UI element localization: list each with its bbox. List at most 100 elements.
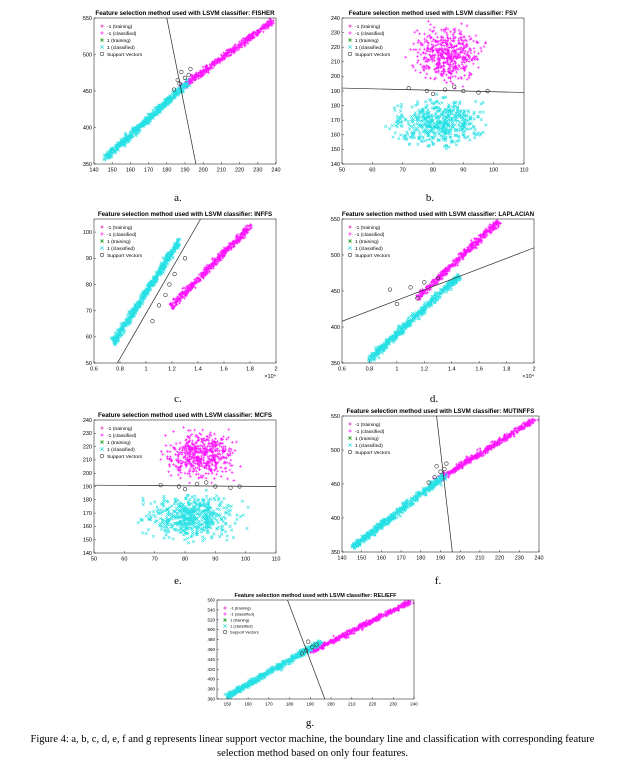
point-class-pos [436, 298, 440, 302]
point-class-neg [187, 462, 191, 466]
point-class-neg [194, 440, 198, 444]
point-class-neg [176, 295, 180, 298]
support-vector [387, 287, 393, 292]
point-class-pos [426, 131, 430, 135]
point-class-pos [166, 519, 171, 523]
point-class-neg [174, 442, 178, 446]
point-class-neg [202, 456, 206, 460]
point-class-neg [212, 456, 216, 460]
point-class-pos [148, 286, 152, 290]
point-class-pos [380, 351, 384, 355]
point-class-pos [216, 521, 220, 525]
support-vector [476, 90, 481, 95]
point-class-pos [203, 502, 208, 506]
point-class-neg [211, 66, 215, 70]
point-class-neg [187, 459, 191, 463]
point-class-pos [429, 298, 433, 303]
point-class-neg [424, 292, 428, 295]
point-class-neg [223, 56, 227, 59]
point-class-pos [165, 522, 169, 526]
point-class-neg [461, 59, 465, 63]
chart-title: Feature selection method used with LSVM … [349, 10, 518, 17]
point-class-neg [204, 471, 208, 475]
point-class-neg [192, 283, 196, 287]
point-class-neg [455, 70, 458, 74]
point-class-neg [457, 253, 461, 257]
point-class-pos [436, 125, 441, 129]
point-class-neg [444, 47, 448, 51]
point-class-pos [481, 130, 485, 134]
point-class-pos [472, 136, 477, 140]
point-class-pos [398, 115, 402, 119]
point-class-pos [370, 357, 375, 361]
point-class-pos [442, 114, 447, 118]
point-class-pos [424, 117, 428, 122]
point-class-neg [241, 236, 245, 240]
point-class-neg [245, 36, 248, 40]
point-class-neg [208, 454, 211, 458]
point-class-pos [152, 510, 156, 514]
point-class-neg [229, 447, 233, 451]
point-class-neg [431, 53, 435, 57]
point-class-neg [223, 449, 227, 453]
point-class-pos [163, 103, 167, 107]
point-class-pos [167, 535, 171, 540]
point-class-neg [220, 250, 224, 254]
point-class-neg [219, 53, 223, 57]
x-tick-label: 1.6 [220, 367, 228, 373]
point-class-neg [176, 466, 180, 469]
support-vector [171, 87, 177, 92]
point-class-pos [453, 123, 457, 127]
point-class-neg [482, 234, 485, 238]
point-class-neg [442, 64, 446, 68]
point-class-pos [461, 125, 465, 129]
point-class-neg [426, 291, 429, 294]
point-class-neg [452, 37, 455, 40]
point-class-pos [161, 518, 165, 522]
point-class-neg [179, 468, 183, 472]
point-class-neg [435, 62, 439, 66]
point-class-neg [441, 269, 444, 273]
point-class-pos [454, 143, 459, 147]
point-class-pos [481, 110, 485, 114]
support-vector [424, 88, 430, 94]
point-class-neg [445, 269, 449, 273]
point-class-pos [164, 533, 168, 537]
point-class-neg [227, 48, 231, 52]
x-tick-label: 1.4 [448, 367, 456, 373]
point-class-neg [205, 271, 209, 275]
point-class-neg [428, 34, 431, 37]
point-class-pos [128, 316, 132, 320]
point-class-pos [455, 139, 459, 143]
point-class-neg [413, 30, 417, 34]
point-class-pos [476, 131, 480, 135]
y-tick-label: 240 [331, 16, 340, 22]
point-class-pos [169, 94, 173, 98]
point-class-neg [459, 36, 463, 40]
point-class-neg [234, 49, 238, 52]
point-class-neg [203, 461, 207, 465]
point-class-neg [198, 277, 202, 281]
point-class-neg [225, 452, 229, 456]
support-vector [394, 301, 399, 307]
y-tick-label: 550 [83, 16, 92, 22]
point-class-neg [248, 38, 251, 42]
support-vector [182, 256, 188, 261]
point-class-neg [468, 55, 472, 59]
point-class-pos [446, 124, 450, 128]
point-class-pos [406, 119, 411, 123]
point-class-pos [430, 101, 434, 105]
point-class-neg [476, 57, 479, 61]
point-class-neg [461, 57, 464, 61]
point-class-neg [463, 60, 467, 64]
point-class-pos [414, 115, 418, 119]
point-class-pos [395, 118, 400, 122]
point-class-pos [185, 81, 189, 85]
point-class-neg [216, 447, 220, 451]
x-tick-label: 0.6 [338, 367, 346, 373]
decision-boundary [166, 18, 197, 164]
point-class-neg [208, 464, 212, 468]
point-class-neg [192, 447, 196, 451]
point-class-pos [184, 78, 188, 82]
point-class-neg [456, 67, 460, 71]
